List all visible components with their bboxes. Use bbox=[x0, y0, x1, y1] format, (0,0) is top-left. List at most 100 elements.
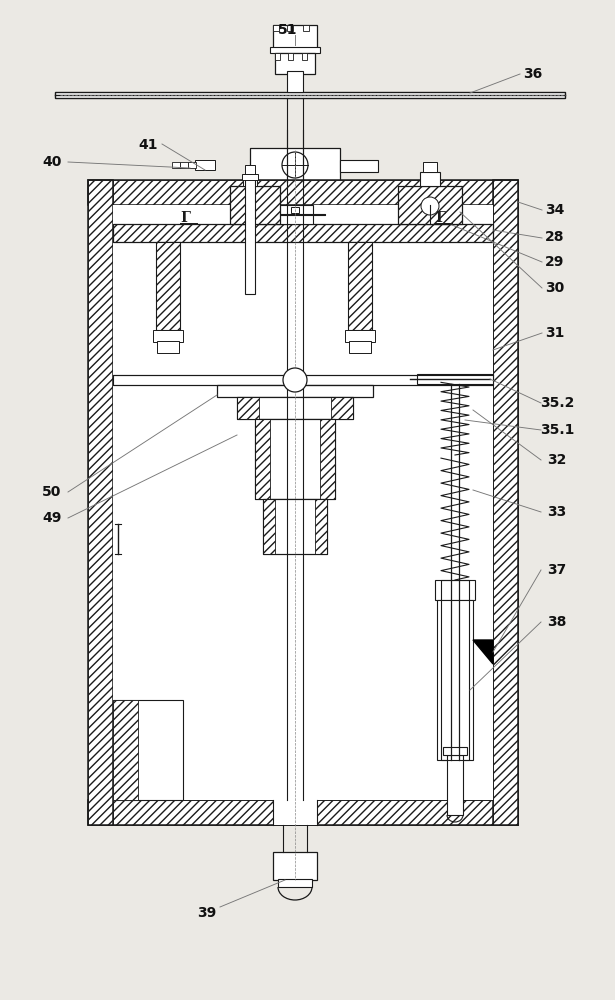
Bar bbox=[237, 397, 353, 419]
Bar bbox=[443, 747, 467, 755]
Text: 49: 49 bbox=[42, 511, 62, 525]
Bar bbox=[230, 186, 280, 224]
Bar bbox=[398, 186, 462, 224]
Bar bbox=[195, 160, 215, 170]
Bar bbox=[302, 53, 307, 60]
Bar bbox=[291, 207, 299, 213]
Text: 31: 31 bbox=[546, 326, 565, 340]
Text: 32: 32 bbox=[547, 453, 566, 467]
Text: 30: 30 bbox=[546, 281, 565, 295]
Bar bbox=[349, 341, 371, 353]
Bar bbox=[263, 499, 327, 554]
Bar bbox=[157, 341, 179, 353]
Text: 37: 37 bbox=[547, 563, 566, 577]
Bar bbox=[447, 755, 463, 815]
Bar bbox=[320, 419, 335, 499]
Bar bbox=[417, 374, 493, 384]
Bar bbox=[437, 600, 473, 760]
Bar bbox=[273, 25, 317, 48]
Bar bbox=[172, 162, 180, 168]
Bar bbox=[348, 242, 372, 330]
Text: 36: 36 bbox=[523, 67, 542, 81]
Bar bbox=[88, 180, 518, 205]
Bar bbox=[237, 397, 259, 419]
Bar bbox=[398, 186, 462, 224]
Bar bbox=[113, 375, 493, 385]
Bar bbox=[310, 148, 340, 182]
Bar bbox=[250, 148, 340, 182]
Text: 41: 41 bbox=[138, 138, 158, 152]
Circle shape bbox=[282, 152, 308, 178]
Polygon shape bbox=[473, 640, 493, 664]
Text: 39: 39 bbox=[197, 906, 216, 920]
Bar bbox=[275, 53, 315, 74]
Bar bbox=[88, 800, 518, 825]
Bar bbox=[263, 499, 275, 554]
Bar bbox=[113, 224, 493, 242]
Bar bbox=[273, 852, 317, 880]
Bar bbox=[277, 205, 313, 224]
Bar bbox=[88, 800, 518, 825]
Bar bbox=[88, 180, 113, 825]
Text: 38: 38 bbox=[547, 615, 566, 629]
Bar bbox=[250, 148, 280, 182]
Text: 33: 33 bbox=[547, 505, 566, 519]
Text: 35.2: 35.2 bbox=[540, 396, 574, 410]
Bar bbox=[88, 180, 113, 825]
Bar bbox=[88, 180, 518, 205]
Bar bbox=[156, 242, 180, 330]
Bar bbox=[423, 162, 437, 172]
Bar bbox=[273, 800, 317, 825]
Bar bbox=[113, 205, 493, 800]
Bar bbox=[315, 499, 327, 554]
Bar bbox=[245, 179, 255, 294]
Bar bbox=[265, 214, 277, 215]
Text: Γ: Γ bbox=[180, 211, 190, 225]
Bar bbox=[255, 419, 335, 499]
Bar bbox=[237, 397, 353, 419]
Bar bbox=[188, 162, 196, 168]
Bar bbox=[420, 172, 440, 186]
Circle shape bbox=[421, 197, 439, 215]
Bar bbox=[287, 71, 303, 92]
Bar bbox=[255, 419, 270, 499]
Bar bbox=[265, 214, 325, 215]
Text: 50: 50 bbox=[42, 485, 62, 499]
Text: 28: 28 bbox=[546, 230, 565, 244]
Bar bbox=[331, 397, 353, 419]
Circle shape bbox=[283, 368, 307, 392]
Bar bbox=[287, 25, 293, 31]
Bar bbox=[288, 53, 293, 60]
Bar bbox=[345, 330, 375, 342]
Bar bbox=[313, 214, 325, 215]
Bar bbox=[273, 25, 279, 31]
Bar bbox=[113, 700, 138, 800]
Bar bbox=[156, 242, 180, 330]
Bar bbox=[441, 580, 469, 760]
Bar bbox=[270, 47, 320, 53]
Bar bbox=[493, 180, 518, 825]
Bar bbox=[180, 162, 188, 168]
Bar bbox=[113, 224, 493, 242]
Bar bbox=[275, 53, 280, 60]
Bar bbox=[217, 385, 373, 397]
Bar bbox=[278, 879, 312, 887]
Text: 34: 34 bbox=[546, 203, 565, 217]
Bar bbox=[493, 180, 518, 825]
Bar bbox=[113, 700, 183, 800]
Text: 40: 40 bbox=[42, 155, 62, 169]
Text: 51: 51 bbox=[278, 23, 298, 37]
Bar bbox=[303, 25, 309, 31]
Bar bbox=[263, 499, 327, 554]
Bar bbox=[245, 165, 255, 174]
Text: 35.1: 35.1 bbox=[540, 423, 574, 437]
Text: 29: 29 bbox=[546, 255, 565, 269]
Bar bbox=[242, 174, 258, 180]
Bar bbox=[340, 160, 378, 172]
Bar bbox=[255, 419, 335, 499]
Bar bbox=[348, 242, 372, 330]
Bar bbox=[55, 92, 565, 98]
Bar bbox=[230, 186, 280, 224]
Text: Γ: Γ bbox=[435, 211, 445, 225]
Bar bbox=[153, 330, 183, 342]
